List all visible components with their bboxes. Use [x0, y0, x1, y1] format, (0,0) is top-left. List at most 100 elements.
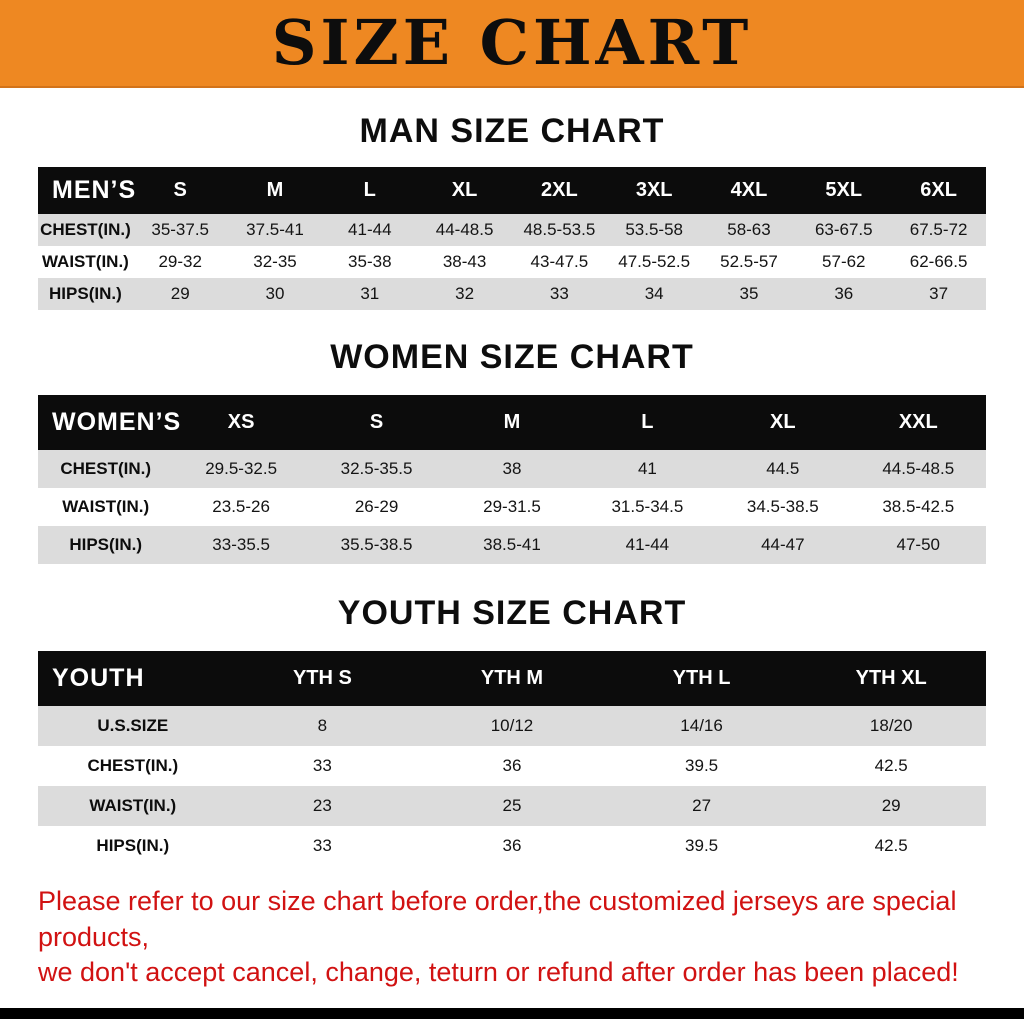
row-label: CHEST(IN.): [87, 756, 179, 775]
data-cell: 62-66.5: [909, 252, 968, 271]
data-cell: 63-67.5: [814, 220, 873, 239]
table-row: WAIST(IN.) 23 25 27 29: [38, 786, 986, 826]
data-cell: 29.5-32.5: [205, 459, 278, 478]
size-header-cell: L: [641, 411, 654, 433]
data-cell: 18/20: [869, 716, 913, 735]
data-cell: 53.5-58: [625, 220, 684, 239]
youth-section-heading: YOUTH SIZE CHART: [337, 594, 687, 632]
data-cell: 32.5-35.5: [340, 459, 413, 478]
section-women: WOMEN SIZE CHART WOMEN’S XS S M L XL XXL CHEST(…: [0, 310, 1024, 564]
data-cell: 41: [637, 459, 657, 478]
data-cell: 58-63: [727, 220, 771, 239]
data-cell: 33-35.5: [212, 535, 270, 554]
size-header-cell: S: [173, 179, 187, 201]
table-row: CHEST(IN.) 29.5-32.5 32.5-35.5 38 41 44.5 44.5…: [38, 450, 986, 488]
data-cell: 37: [929, 284, 949, 303]
data-cell: 43-47.5: [530, 252, 589, 271]
size-header-cell: YTH XL: [855, 667, 927, 689]
table-header-row: MEN’S S M L XL 2XL 3XL 4XL 5XL 6XL: [38, 167, 986, 214]
size-header-cell: 5XL: [825, 179, 863, 201]
data-cell: 31: [360, 284, 380, 303]
data-cell: 23.5-26: [212, 497, 270, 516]
data-cell: 14/16: [680, 716, 723, 735]
size-chart-banner: SIZE CHART: [0, 0, 1024, 88]
women-table-wrap: WOMEN’S XS S M L XL XXL CHEST(IN.) 29.5-32.5 32.5…: [0, 395, 1024, 564]
data-cell: 36: [502, 836, 522, 855]
data-cell: 32-35: [253, 252, 297, 271]
data-cell: 26-29: [354, 497, 399, 516]
youth-table-wrap: YOUTH YTH S YTH M YTH L YTH XL U.S.SIZE 8 10/12…: [0, 651, 1024, 866]
size-header-cell: 6XL: [920, 179, 957, 201]
size-header-cell: M: [266, 179, 284, 201]
row-label: U.S.SIZE: [97, 716, 169, 735]
table-row: HIPS(IN.) 33-35.5 35.5-38.5 38.5-41 41-44 44-…: [38, 526, 986, 564]
data-cell: 44-48.5: [435, 220, 494, 239]
data-cell: 44-47: [761, 535, 805, 554]
men-section-heading: MAN SIZE CHART: [359, 112, 665, 150]
footer-note: Please refer to our size chart before or…: [0, 866, 1024, 991]
data-cell: 41-44: [625, 535, 670, 554]
data-cell: 10/12: [490, 716, 534, 735]
men-size-table: MEN’S S M L XL 2XL 3XL 4XL 5XL 6XL CHEST(IN.) 35-37…: [38, 167, 986, 310]
table-title-cell: YOUTH: [52, 664, 145, 692]
table-header-row: WOMEN’S XS S M L XL XXL: [38, 395, 986, 450]
data-cell: 35.5-38.5: [340, 535, 413, 554]
data-cell: 44.5-48.5: [882, 459, 955, 478]
footer-note-line1: Please refer to our size chart before or…: [38, 886, 957, 952]
data-cell: 36: [834, 284, 854, 303]
size-header-cell: M: [503, 411, 521, 433]
size-header-cell: YTH S: [292, 667, 352, 689]
data-cell: 47.5-52.5: [618, 252, 691, 271]
data-cell: 57-62: [822, 252, 866, 271]
data-cell: 39.5: [685, 756, 719, 775]
data-cell: 37.5-41: [246, 220, 304, 239]
data-cell: 33: [312, 836, 332, 855]
data-cell: 35-37.5: [151, 220, 210, 239]
table-title-cell: WOMEN’S: [52, 408, 182, 436]
section-youth: YOUTH SIZE CHART YOUTH YTH S YTH M YTH L YTH…: [0, 564, 1024, 866]
women-size-table: WOMEN’S XS S M L XL XXL CHEST(IN.) 29.5-32.5 32.5…: [38, 395, 986, 564]
size-header-cell: XXL: [898, 411, 938, 433]
table-row: U.S.SIZE 8 10/12 14/16 18/20: [38, 706, 986, 746]
data-cell: 29: [170, 284, 190, 303]
men-table-wrap: MEN’S S M L XL 2XL 3XL 4XL 5XL 6XL CHEST(IN.) 35-37…: [0, 167, 1024, 310]
women-section-heading: WOMEN SIZE CHART: [330, 338, 694, 376]
youth-size-table: YOUTH YTH S YTH M YTH L YTH XL U.S.SIZE 8 10/12…: [38, 651, 986, 866]
row-label: WAIST(IN.): [41, 252, 129, 271]
data-cell: 47-50: [896, 535, 940, 554]
data-cell: 38.5-42.5: [882, 497, 955, 516]
data-cell: 44.5: [766, 459, 800, 478]
data-cell: 29-31.5: [483, 497, 541, 516]
data-cell: 38-43: [442, 252, 487, 271]
size-header-cell: XL: [451, 179, 478, 201]
data-cell: 32: [455, 284, 475, 303]
size-header-cell: XL: [770, 411, 796, 433]
data-cell: 30: [265, 284, 285, 303]
data-cell: 23: [312, 796, 332, 815]
data-cell: 39.5: [685, 836, 719, 855]
table-row: WAIST(IN.) 23.5-26 26-29 29-31.5 31.5-34.5 34…: [38, 488, 986, 526]
size-header-cell: S: [369, 411, 384, 433]
data-cell: 8: [317, 716, 328, 735]
footer-note-line2: we don't accept cancel, change, teturn o…: [38, 957, 959, 988]
table-row: CHEST(IN.) 35-37.5 37.5-41 41-44 44-48.5 48.5…: [38, 214, 986, 246]
data-cell: 34: [644, 284, 664, 303]
table-row: CHEST(IN.) 33 36 39.5 42.5: [38, 746, 986, 786]
row-label: WAIST(IN.): [89, 796, 177, 815]
size-header-cell: 3XL: [635, 179, 673, 201]
data-cell: 42.5: [874, 836, 908, 855]
row-label: HIPS(IN.): [69, 535, 143, 554]
data-cell: 38.5-41: [483, 535, 541, 554]
data-cell: 35-38: [348, 252, 392, 271]
table-title-cell: MEN’S: [52, 176, 137, 204]
row-label: CHEST(IN.): [40, 220, 131, 239]
row-label: HIPS(IN.): [96, 836, 170, 855]
data-cell: 48.5-53.5: [523, 220, 596, 239]
size-header-cell: 4XL: [730, 179, 768, 201]
data-cell: 29: [881, 796, 901, 815]
data-cell: 38: [502, 459, 522, 478]
data-cell: 31.5-34.5: [611, 497, 684, 516]
table-row: HIPS(IN.) 29 30 31 32 33 34 35 36 37: [38, 278, 986, 310]
data-cell: 42.5: [874, 756, 908, 775]
